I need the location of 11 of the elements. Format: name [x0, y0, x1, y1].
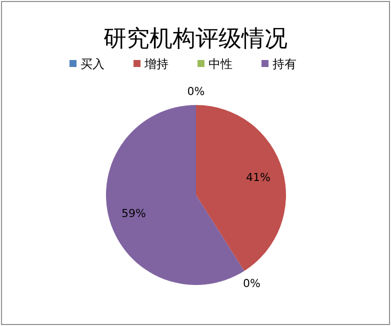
- legend-label: 增持: [144, 57, 168, 71]
- pie-slice: [106, 105, 244, 285]
- chart-title: 研究机构评级情况: [104, 26, 288, 52]
- legend-label: 买入: [80, 57, 104, 71]
- text: 0%: [187, 85, 205, 98]
- data-label: 59%: [122, 207, 146, 220]
- data-label: 41%: [246, 170, 270, 184]
- pie-slice: [196, 105, 286, 271]
- legend-label: 中性: [208, 57, 232, 71]
- legend-label: 持有: [272, 57, 296, 71]
- text: 0%: [243, 276, 260, 290]
